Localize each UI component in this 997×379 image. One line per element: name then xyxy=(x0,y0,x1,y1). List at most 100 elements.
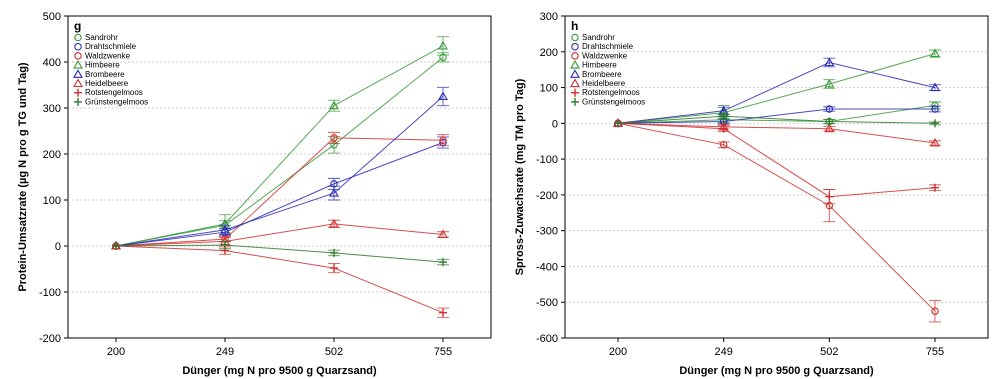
chart-h-data-point xyxy=(931,307,939,315)
chart-g-legend-marker xyxy=(74,88,82,97)
chart-g-legend-entry: Brombeere xyxy=(85,70,125,79)
chart-h-legend-entry: Drahtschmiele xyxy=(582,42,634,51)
chart-g-data-point xyxy=(329,218,339,228)
chart-h-x-tick-label: 502 xyxy=(820,346,838,358)
chart-g-x-axis-label: Dünger (mg N pro 9500 g Quarzsand) xyxy=(182,365,377,377)
chart-g-data-point xyxy=(220,224,230,234)
chart-g-data-point xyxy=(221,241,229,250)
chart-h-series xyxy=(614,112,941,128)
chart-g-series-line xyxy=(115,137,444,247)
chart-g-series xyxy=(111,86,449,250)
chart-g-series-line xyxy=(115,244,444,263)
chart-h-data-point xyxy=(930,137,940,147)
chart-g-data-point xyxy=(438,91,448,101)
chart-h-data-point xyxy=(719,124,728,133)
chart-g-data-point xyxy=(439,136,447,144)
chart-g-legend-entry: Waldzwenke xyxy=(85,51,131,60)
chart-h-data-point xyxy=(825,105,834,113)
chart-panel-g: -200 -100 0 100 200 300 400 500 200 249 502 755 Düng… xyxy=(0,0,498,379)
chart-h-data-point xyxy=(930,48,940,58)
chart-h-series-line xyxy=(617,122,936,312)
chart-g-data-point xyxy=(438,229,448,239)
chart-h-legend-entry: Waldzwenke xyxy=(582,51,628,60)
chart-h-y-axis-label: Spross-Zuwachsrate (mg TM pro Tag) xyxy=(514,78,526,275)
chart-h-data-point xyxy=(931,183,939,192)
chart-g-data-point xyxy=(330,248,338,257)
chart-g-series-line xyxy=(115,245,444,314)
chart-g-data-point xyxy=(438,40,448,50)
chart-h-data-point xyxy=(824,57,835,67)
chart-g-plot-frame xyxy=(67,15,492,339)
chart-g-legend-entry: Rotstengelmoos xyxy=(85,88,143,97)
chart-h-legend-marker xyxy=(571,88,579,97)
chart-h-series-line xyxy=(617,53,936,124)
chart-g-y-tick-label: -200 xyxy=(39,333,61,345)
chart-g-x-tick-label: 755 xyxy=(434,346,452,358)
chart-h-x-tick-label: 200 xyxy=(609,346,627,358)
chart-g-x-tick-label: 502 xyxy=(325,346,343,358)
chart-g-data-point xyxy=(439,308,447,317)
chart-h-plot-frame xyxy=(564,15,989,339)
chart-g-series-line xyxy=(115,223,444,247)
chart-h-legend-entry: Brombeere xyxy=(582,70,622,79)
chart-h-y-tick-label: -300 xyxy=(536,226,558,238)
chart-g-x-tick-label: 200 xyxy=(107,346,125,358)
chart-h-legend-marker xyxy=(571,97,579,106)
chart-g-legend-marker xyxy=(73,78,83,88)
chart-h-data-point xyxy=(931,119,939,128)
chart-h-y-tick-label: 200 xyxy=(540,47,558,59)
chart-g-y-tick-label: 500 xyxy=(43,11,61,23)
chart-h-legend-entry: Heidelbeere xyxy=(582,79,626,88)
chart-g-x-tick-label: 249 xyxy=(216,346,234,358)
chart-g-legend-entry: Grünstengelmoos xyxy=(85,97,148,106)
chart-g-legend-marker xyxy=(73,69,83,78)
chart-h-series-line xyxy=(617,122,936,198)
chart-h-y-tick-label: -600 xyxy=(536,333,558,345)
chart-h-x-tick-label: 755 xyxy=(926,346,944,358)
chart-h-y-tick-label: -200 xyxy=(536,190,558,202)
chart-g-legend-marker xyxy=(74,42,82,51)
chart-h-data-point xyxy=(719,112,728,121)
chart-h-data-point xyxy=(719,141,728,149)
chart-g-data-point xyxy=(330,134,338,142)
chart-h-legend-marker xyxy=(570,59,580,69)
chart-h-series-line xyxy=(617,104,936,124)
chart-h-legend-entry: Sandrohr xyxy=(582,33,615,42)
chart-g-legend-entry: Heidelbeere xyxy=(85,79,129,88)
chart-h-y-tick-label: 100 xyxy=(540,83,558,95)
chart-g-series-line xyxy=(115,96,444,247)
chart-h-svg: -600 -500 -400 -300 -200 -100 0 100 200 300 200 249… xyxy=(514,11,989,377)
chart-g-legend-entry: Himbeere xyxy=(85,61,120,70)
chart-h-y-tick-label: 0 xyxy=(552,118,558,130)
chart-h-data-point xyxy=(931,105,939,113)
chart-h-y-tick-label: -100 xyxy=(536,154,558,166)
chart-h-x-axis-label: Dünger (mg N pro 9500 g Quarzsand) xyxy=(679,365,874,377)
chart-h-series-line xyxy=(617,61,936,124)
chart-g-y-tick-label: 300 xyxy=(43,103,61,115)
chart-g-series-line xyxy=(115,57,444,247)
chart-h-series-line xyxy=(617,108,935,124)
chart-h-data-point xyxy=(824,123,835,133)
chart-g-legend-entry: Drahtschmiele xyxy=(85,42,137,51)
chart-h-x-tick-label: 249 xyxy=(714,346,732,358)
chart-h-legend-entry: Rotstengelmoos xyxy=(582,88,640,97)
chart-g-y-axis-label: Protein-Umsatzrate (µg N pro g TG und Ta… xyxy=(17,62,29,292)
chart-h-legend-entry: Grünstengelmoos xyxy=(582,97,645,106)
chart-h-error-bar xyxy=(929,299,941,323)
chart-g-y-tick-label: 200 xyxy=(43,149,61,161)
chart-h-data-point xyxy=(825,117,834,126)
chart-panel-h: -600 -500 -400 -300 -200 -100 0 100 200 300 200 249… xyxy=(498,0,997,379)
chart-h-legend-marker xyxy=(571,33,579,42)
chart-g-svg: -200 -100 0 100 200 300 400 500 200 249 502 755 Düng… xyxy=(17,11,492,377)
chart-g-y-tick-label: 100 xyxy=(43,195,61,207)
chart-g-data-point xyxy=(329,187,339,197)
chart-g-error-bar xyxy=(437,36,449,56)
chart-h-legend-marker xyxy=(571,42,579,51)
chart-g-y-tick-label: 400 xyxy=(43,57,61,69)
chart-g-series-line xyxy=(115,45,444,247)
chart-g-data-point xyxy=(329,100,339,110)
chart-g-series-line xyxy=(115,142,444,247)
chart-g-legend-entry: Sandrohr xyxy=(85,33,118,42)
chart-h-data-point xyxy=(824,78,835,88)
chart-h-y-tick-label: -400 xyxy=(536,261,558,273)
